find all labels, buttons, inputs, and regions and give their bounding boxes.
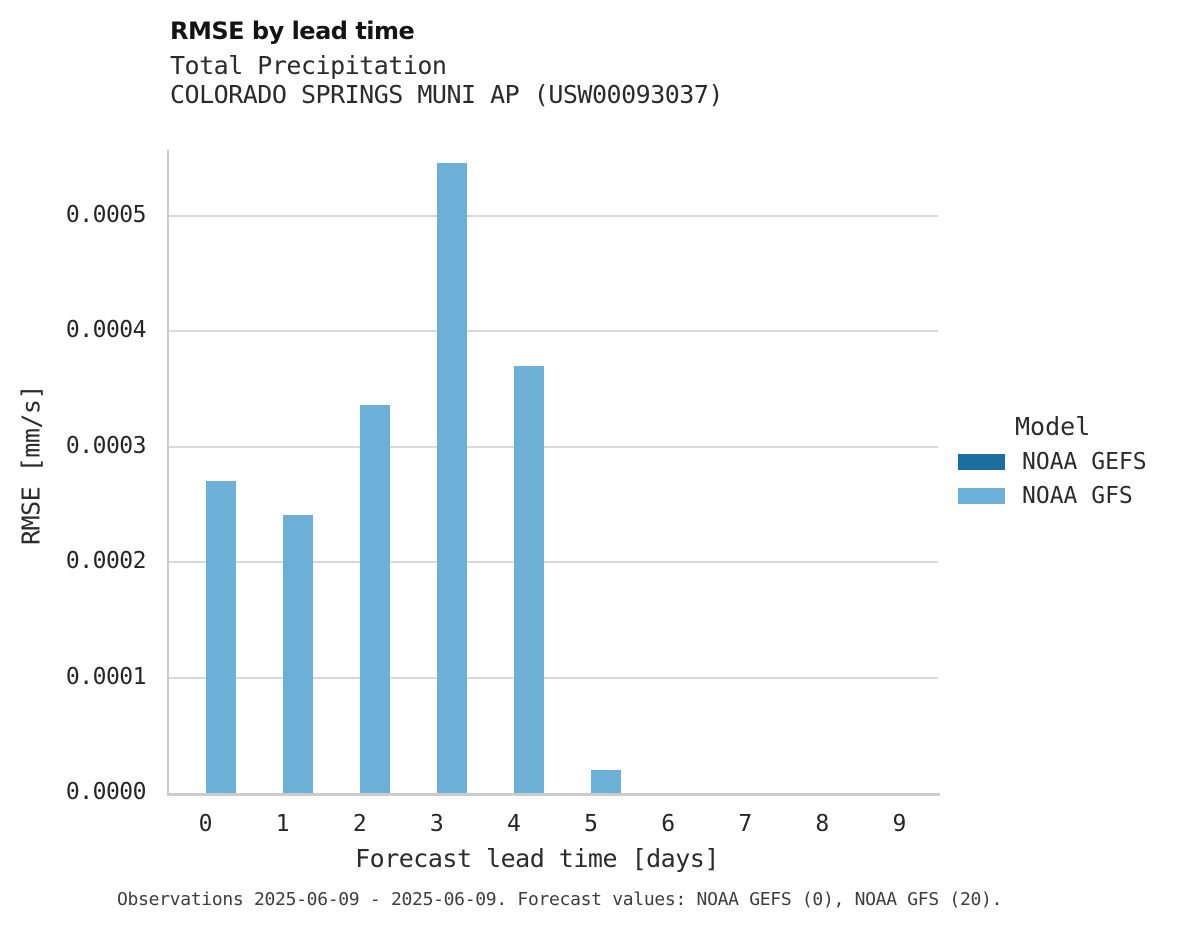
x-tick-label-7: 7 [738, 811, 753, 837]
noaa-gfs-swatch [958, 488, 1005, 504]
legend-entry-noaa-gfs: NOAA GFS [958, 483, 1168, 509]
chart-subtitle-variable: Total Precipitation [170, 51, 447, 80]
gridline-0.0001 [167, 676, 938, 679]
x-axis-label: Forecast lead time [days] [355, 844, 719, 873]
chart-title: RMSE by lead time [170, 17, 415, 45]
noaa-gefs-swatch [958, 454, 1005, 470]
gridline-0.0004 [167, 330, 938, 333]
x-tick-label-5: 5 [584, 811, 598, 837]
legend-label-noaa-gfs: NOAA GFS [1022, 483, 1133, 509]
x-tick-label-1: 1 [275, 811, 290, 837]
y-tick-label-0.0003: 0.0003 [65, 432, 147, 459]
x-tick-label-8: 8 [815, 811, 830, 837]
y-axis-label: RMSE [mm/s] [16, 384, 46, 546]
x-tick-label-4: 4 [507, 811, 521, 837]
gridline-0.0002 [167, 561, 938, 564]
x-tick-label-0: 0 [198, 811, 213, 837]
bar-noaa-gfs-day-1 [282, 514, 313, 793]
x-tick-label-6: 6 [661, 811, 676, 837]
legend-title: Model [1015, 412, 1091, 441]
x-tick-label-9: 9 [892, 811, 907, 837]
bar-noaa-gfs-day-5 [591, 769, 622, 793]
y-tick-label-0.0004: 0.0004 [65, 317, 147, 344]
bar-noaa-gfs-day-2 [359, 405, 390, 793]
y-tick-label-0.0002: 0.0002 [65, 548, 147, 575]
legend: Model NOAA GEFS NOAA GFS [958, 412, 1168, 521]
y-tick-label-0.0001: 0.0001 [65, 663, 147, 690]
y-tick-label-0.0005: 0.0005 [65, 201, 147, 228]
plot-area [167, 150, 940, 796]
x-tick-label-3: 3 [429, 811, 444, 837]
y-tick-label-0.0000: 0.0000 [65, 779, 147, 805]
bar-noaa-gfs-day-0 [205, 481, 236, 793]
chart-subtitle-station: COLORADO SPRINGS MUNI AP (USW00093037) [170, 80, 723, 109]
legend-entry-noaa-gefs: NOAA GEFS [958, 449, 1168, 475]
gridline-0.0005 [167, 214, 938, 217]
x-tick-label-2: 2 [352, 811, 367, 837]
legend-label-noaa-gefs: NOAA GEFS [1022, 449, 1147, 475]
gridline-0.0003 [167, 445, 938, 448]
bar-noaa-gfs-day-3 [436, 162, 467, 793]
bar-noaa-gfs-day-4 [513, 365, 544, 793]
footnote: Observations 2025-06-09 - 2025-06-09. Fo… [117, 889, 1003, 910]
